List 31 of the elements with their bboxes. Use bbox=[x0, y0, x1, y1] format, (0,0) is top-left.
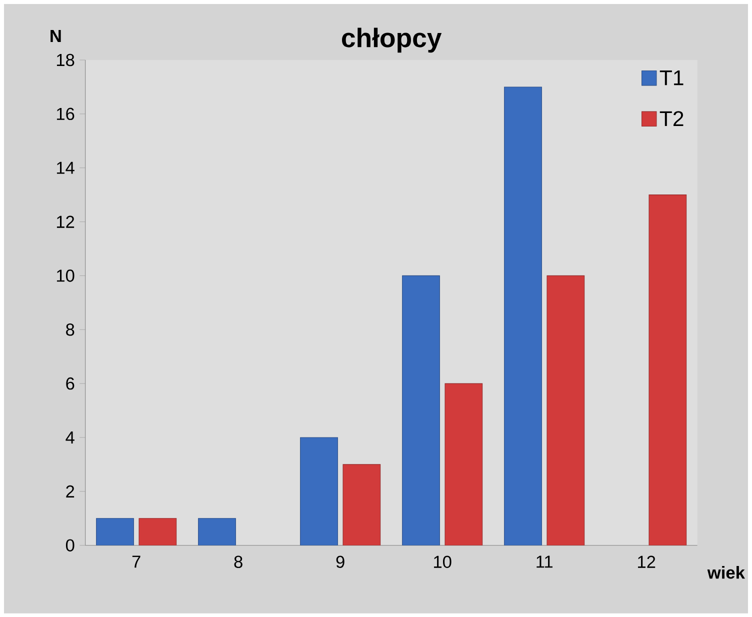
x-tick-label: 7 bbox=[132, 556, 140, 568]
bar bbox=[198, 518, 236, 546]
y-tick-label: 2 bbox=[66, 485, 74, 498]
bar bbox=[138, 518, 177, 546]
y-tick-label: 18 bbox=[56, 54, 74, 66]
y-tick-label: 16 bbox=[56, 108, 74, 120]
bar bbox=[402, 275, 440, 546]
bar bbox=[648, 194, 687, 546]
y-tick-label: 4 bbox=[66, 431, 74, 444]
y-tick-label: 12 bbox=[56, 216, 74, 228]
bar bbox=[300, 437, 338, 546]
x-tick-label: 12 bbox=[638, 556, 656, 568]
legend-label: T1 bbox=[660, 70, 684, 85]
y-tick-label: 0 bbox=[66, 539, 74, 552]
bar bbox=[546, 275, 585, 546]
x-tick-label: 8 bbox=[234, 556, 242, 568]
legend-label: T2 bbox=[660, 110, 684, 126]
y-tick-label: 8 bbox=[66, 323, 74, 336]
x-tick-label: 10 bbox=[434, 556, 452, 568]
bar bbox=[96, 518, 134, 546]
bar bbox=[444, 383, 483, 546]
x-tick-label: 11 bbox=[536, 556, 552, 568]
chart-title: chłopcy bbox=[342, 28, 442, 52]
y-tick-label: 10 bbox=[56, 269, 74, 282]
y-tick-label: 6 bbox=[66, 377, 74, 390]
x-axis-title: wiek bbox=[707, 566, 745, 579]
bar bbox=[342, 464, 381, 546]
y-tick-label: 14 bbox=[56, 162, 74, 174]
x-tick-label: 9 bbox=[336, 556, 344, 568]
y-axis-title: N bbox=[50, 30, 61, 42]
bar bbox=[504, 86, 542, 546]
